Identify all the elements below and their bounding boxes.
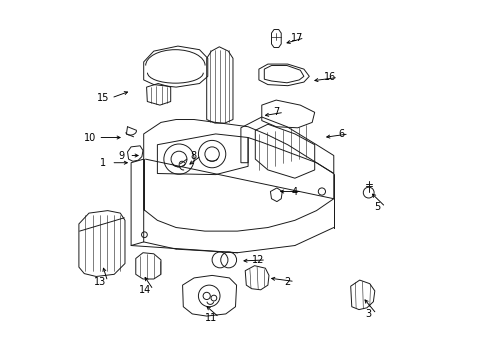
Text: 2: 2 [283, 276, 289, 287]
Text: 17: 17 [290, 33, 302, 43]
Text: 15: 15 [97, 93, 109, 103]
Text: 14: 14 [139, 285, 151, 295]
Text: 6: 6 [337, 129, 344, 139]
Text: 9: 9 [118, 150, 124, 161]
Text: 12: 12 [251, 255, 264, 265]
Text: 8: 8 [190, 150, 196, 161]
Text: 3: 3 [365, 309, 371, 319]
Text: 10: 10 [84, 132, 96, 143]
Text: 7: 7 [272, 107, 279, 117]
Text: 1: 1 [100, 158, 106, 168]
Text: 5: 5 [374, 202, 380, 212]
Text: 16: 16 [324, 72, 336, 82]
Text: 11: 11 [205, 312, 217, 323]
Text: 13: 13 [94, 276, 106, 287]
Text: 4: 4 [290, 186, 297, 197]
